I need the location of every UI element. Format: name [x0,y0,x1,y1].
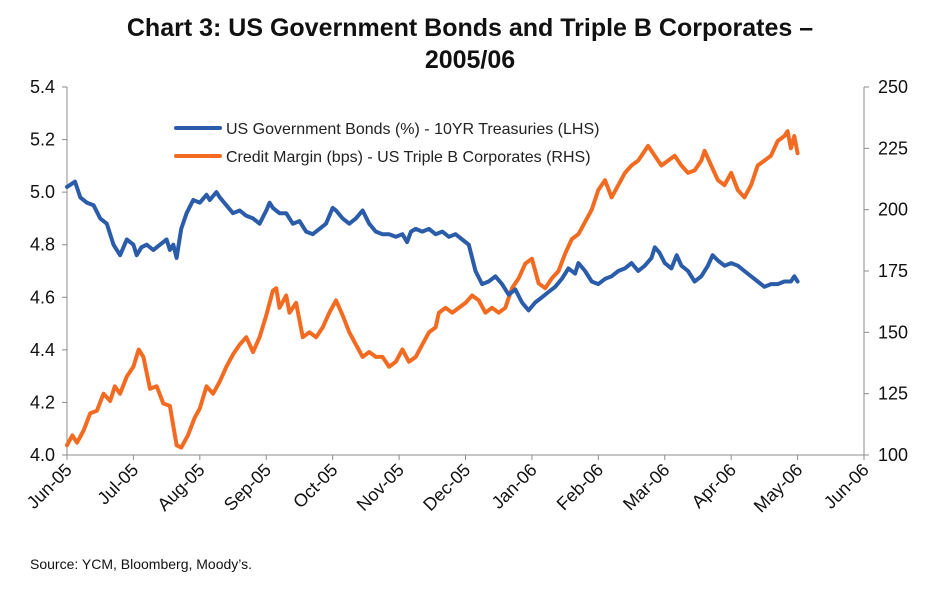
x-tick-label: Feb-06 [553,460,607,514]
left-y-tick-label: 5.0 [30,182,55,202]
left-y-tick-label: 4.6 [30,287,55,307]
left-y-tick-label: 4.8 [30,235,55,255]
left-y-tick-label: 4.0 [30,445,55,465]
x-tick-label: Apr-06 [688,460,740,512]
legend-label: Credit Margin (bps) - US Triple B Corpor… [226,149,591,166]
x-tick-label: Mar-06 [619,460,673,514]
x-tick-label: Jul-05 [93,460,142,509]
series-line-us-government-bonds [65,179,800,313]
series-line-credit-margin [65,129,800,450]
x-tick-label: Nov-05 [353,460,408,515]
x-tick-label: Jan-06 [488,460,541,513]
right-y-tick-label: 100 [878,445,908,465]
chart-title: Chart 3: US Government Bonds and Triple … [0,12,940,76]
x-tick-label: Dec-05 [419,460,474,515]
x-tick-label: Jun-06 [820,460,873,513]
chart-series-layer [65,129,800,450]
x-tick-label: Oct-05 [289,460,341,512]
right-y-tick-label: 250 [878,77,908,97]
right-y-tick-label: 200 [878,200,908,220]
legend-label: US Government Bonds (%) - 10YR Treasurie… [226,121,599,138]
right-y-tick-label: 125 [878,384,908,404]
source-note: Source: YCM, Bloomberg, Moody’s. [30,556,253,572]
x-tick-label: Sep-05 [220,460,275,515]
right-y-tick-label: 225 [878,138,908,158]
chart-legend: US Government Bonds (%) - 10YR Treasurie… [174,121,599,166]
left-y-tick-label: 5.4 [30,77,55,97]
chart-title-line-1: Chart 3: US Government Bonds and Triple … [126,14,814,42]
x-tick-label: Aug-05 [153,460,208,515]
right-y-tick-label: 150 [878,322,908,342]
right-y-tick-label: 175 [878,261,908,281]
left-y-tick-label: 4.4 [30,340,55,360]
x-tick-label: Jun-05 [23,460,76,513]
x-tick-label: May-06 [750,460,807,517]
chart-title-line-2: 2005/06 [424,46,516,74]
left-y-tick-label: 5.2 [30,130,55,150]
left-y-tick-label: 4.2 [30,392,55,412]
